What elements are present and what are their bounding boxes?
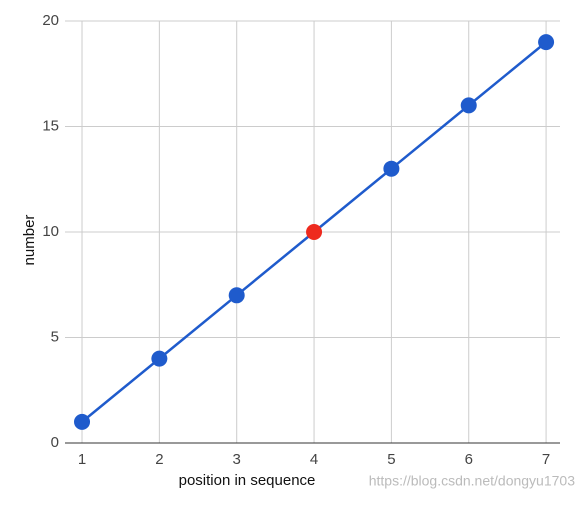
y-tick-label: 0 — [51, 434, 59, 451]
x-tick-label: 5 — [387, 451, 395, 468]
point — [306, 224, 323, 240]
y-tick-label: 20 — [42, 12, 59, 29]
x-tick-label: 4 — [310, 451, 318, 468]
watermark: https://blog.csdn.net/dongyu1703 — [369, 473, 575, 489]
x-tick-label: 2 — [155, 451, 163, 468]
point — [460, 97, 477, 114]
x-tick-label: 3 — [233, 451, 241, 468]
y-tick-label: 10 — [42, 223, 59, 240]
point — [538, 34, 555, 51]
x-tick-label: 1 — [78, 451, 86, 468]
x-tick-label: 7 — [542, 451, 550, 468]
point — [74, 413, 91, 430]
y-tick-label: 15 — [42, 117, 59, 134]
y-tick-label: 5 — [51, 328, 59, 345]
point — [228, 287, 245, 304]
x-tick-label: 6 — [465, 451, 473, 468]
x-axis-label: position in sequence — [179, 472, 316, 489]
y-axis-label: number — [21, 215, 38, 266]
point — [383, 160, 400, 177]
point — [151, 350, 168, 367]
